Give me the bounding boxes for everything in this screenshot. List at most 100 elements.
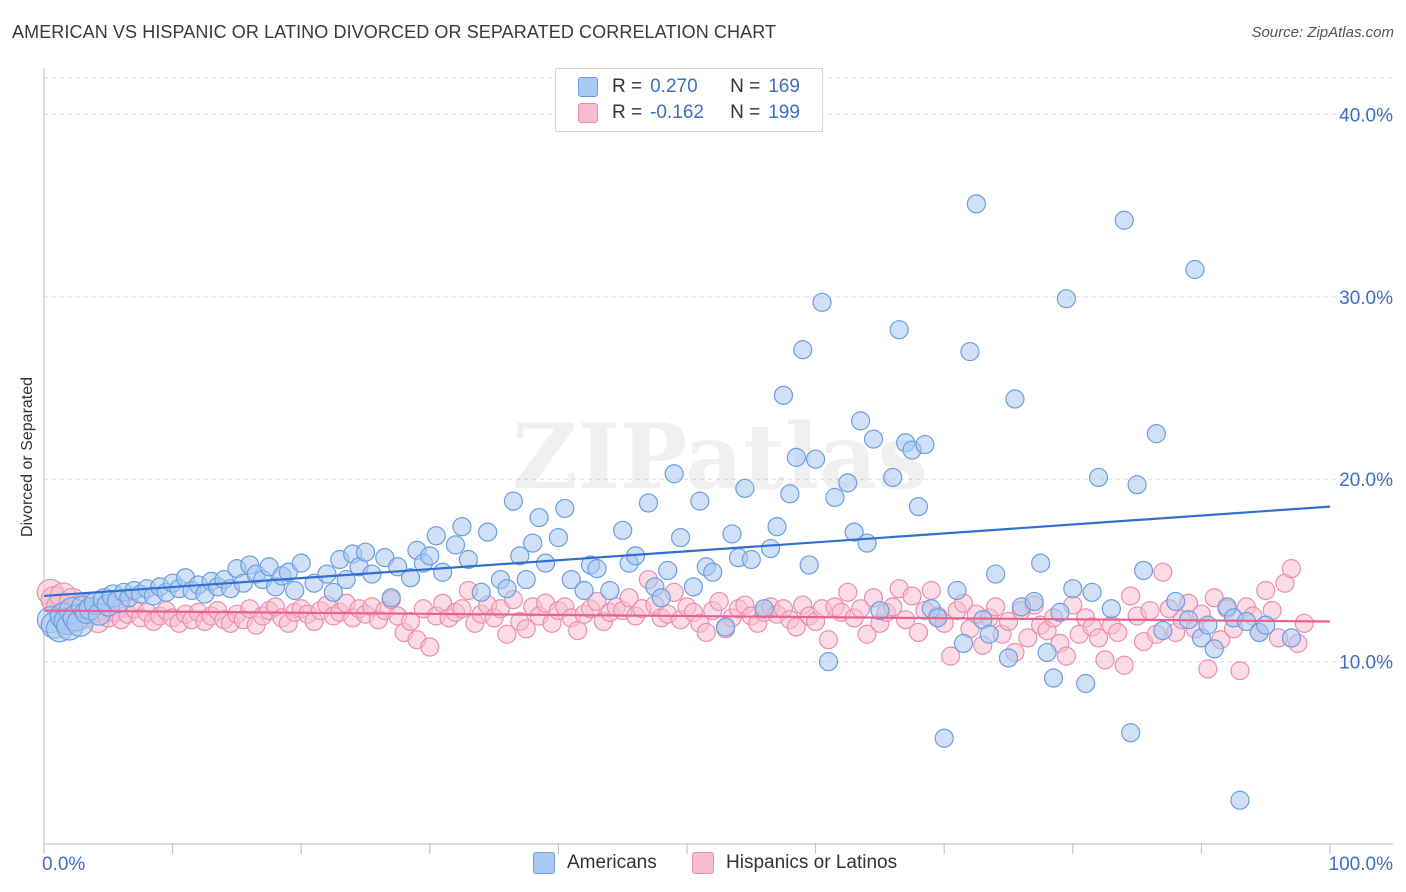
american-point	[561, 569, 581, 590]
correlation-legend: R = 0.270 N = 169 R = -0.162 N = 199	[555, 68, 823, 132]
american-point	[658, 560, 678, 581]
american-point	[908, 496, 929, 517]
american-point	[555, 498, 575, 519]
hispanic-point	[1153, 562, 1173, 582]
american-point	[458, 549, 478, 570]
american-point	[574, 580, 594, 601]
american-point	[857, 533, 877, 553]
r-value: 0.270	[650, 76, 698, 97]
x-tick-label: 100.0%	[1329, 854, 1394, 875]
american-point	[651, 588, 671, 608]
american-point	[670, 527, 691, 548]
american-point	[1024, 591, 1044, 612]
x-tick-label: 0.0%	[42, 854, 85, 875]
bottom-legend-americans: Americans	[533, 852, 657, 874]
r-label: R =	[612, 102, 643, 123]
hispanic-point	[1281, 559, 1302, 579]
american-point	[291, 553, 311, 573]
american-point	[1082, 582, 1102, 602]
american-point	[600, 580, 620, 601]
hispanic-point	[1230, 661, 1250, 681]
american-point	[1101, 599, 1121, 619]
american-point	[471, 582, 491, 602]
y-tick-label: 40.0%	[1339, 105, 1393, 126]
n-label: N =	[730, 102, 761, 123]
american-point	[1198, 615, 1218, 635]
american-point	[1031, 553, 1051, 573]
american-point	[780, 484, 800, 504]
hispanic-point	[1294, 613, 1314, 633]
r-label: R =	[612, 76, 643, 97]
american-point	[915, 434, 935, 455]
american-point	[426, 526, 446, 546]
american-point	[510, 546, 530, 566]
hispanic-point	[1114, 655, 1134, 675]
american-point	[1114, 210, 1134, 230]
american-point	[1153, 621, 1173, 641]
american-point	[587, 559, 607, 579]
hispanic-point	[587, 591, 607, 612]
american-point	[1166, 591, 1186, 612]
chart-title: AMERICAN VS HISPANIC OR LATINO DIVORCED …	[12, 22, 777, 42]
american-point	[979, 624, 999, 644]
american-point	[1088, 467, 1109, 488]
americans-legend-label: Americans	[567, 852, 657, 873]
american-point	[317, 564, 337, 584]
hispanic-point	[1256, 580, 1276, 601]
hispanic-point	[568, 621, 588, 641]
american-point	[1185, 259, 1205, 280]
hispanic-point	[818, 630, 839, 650]
american-point	[722, 524, 742, 544]
hispanic-point	[1108, 622, 1128, 643]
hispanic-point	[908, 622, 929, 643]
legend-row-americans: R = 0.270 N = 169	[578, 75, 800, 99]
american-point	[1037, 642, 1057, 663]
american-point	[355, 542, 376, 562]
american-point	[870, 600, 890, 621]
american-point	[1230, 790, 1250, 810]
hispanic-point	[1140, 600, 1160, 621]
american-point	[1133, 560, 1154, 581]
y-tick-label: 20.0%	[1339, 470, 1393, 491]
american-point	[1005, 389, 1025, 409]
american-point	[285, 580, 305, 601]
american-point	[773, 385, 794, 405]
american-point	[863, 429, 884, 449]
american-point	[503, 491, 523, 511]
american-point	[735, 478, 755, 498]
hispanic-point	[838, 582, 858, 602]
american-point	[638, 493, 659, 513]
hispanic-point	[1121, 586, 1141, 606]
n-value: 169	[768, 76, 800, 97]
american-point	[683, 577, 704, 597]
american-point	[998, 648, 1019, 668]
american-point	[452, 517, 472, 537]
american-point	[523, 533, 543, 553]
american-point	[420, 546, 440, 566]
american-point	[323, 582, 343, 602]
source-label: Source: ZipAtlas.com	[1251, 24, 1394, 41]
american-point	[535, 553, 556, 573]
hispanic-point	[420, 637, 440, 657]
american-point	[986, 564, 1006, 584]
american-point	[497, 579, 517, 599]
hispanic-point	[921, 580, 941, 601]
bottom-legend-hispanics: Hispanics or Latinos	[692, 852, 897, 874]
american-point	[812, 292, 832, 312]
hispanic-point	[400, 611, 421, 632]
hispanics-legend-label: Hispanics or Latinos	[726, 852, 898, 873]
american-point	[793, 340, 813, 360]
y-tick-label: 10.0%	[1339, 653, 1393, 674]
american-point	[433, 562, 453, 582]
american-point	[1076, 673, 1096, 694]
american-point	[754, 599, 774, 619]
american-swatch	[578, 77, 598, 97]
hispanic-point	[857, 624, 877, 644]
american-point	[799, 555, 819, 575]
legend-row-hispanics: R = -0.162 N = 199	[578, 101, 800, 125]
american-point	[664, 464, 684, 484]
hispanic-point	[986, 597, 1006, 617]
american-point	[1056, 289, 1076, 309]
american-point	[851, 411, 871, 431]
